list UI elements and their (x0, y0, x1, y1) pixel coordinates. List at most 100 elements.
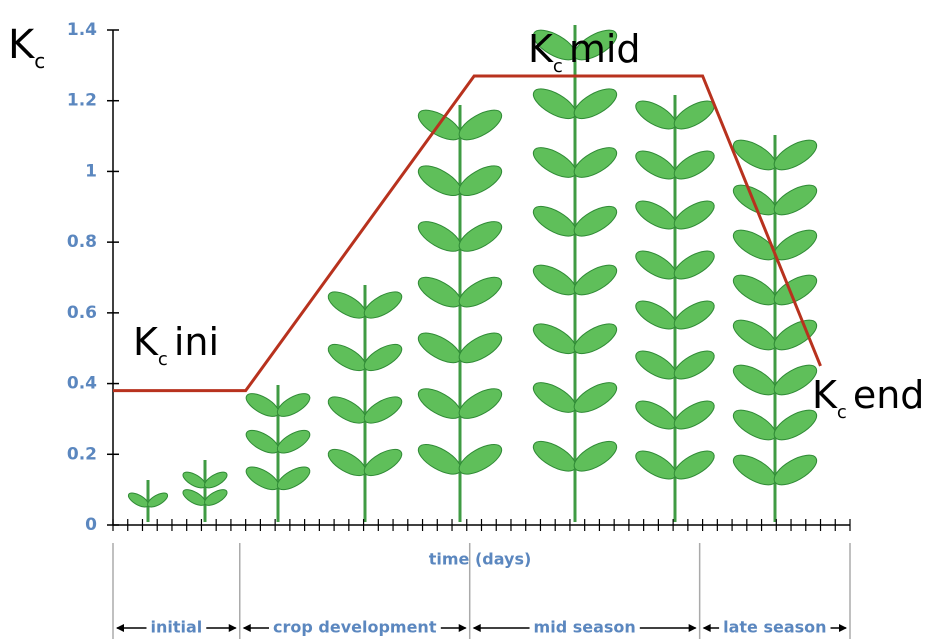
arrow-head (688, 624, 697, 632)
plant-leaf (532, 88, 577, 120)
stage-label: mid season (534, 618, 636, 637)
plant-leaf (635, 200, 677, 230)
y-label-sub: c (34, 49, 45, 73)
plant-leaf (732, 139, 777, 171)
plant-leaf (635, 450, 677, 480)
plant-leaf (635, 150, 677, 180)
arrow-head (228, 624, 237, 632)
plant-leaf (673, 300, 715, 330)
plant-leaf (573, 323, 618, 355)
kc-line (113, 74, 822, 393)
x-axis-label: time (days) (429, 550, 532, 569)
y-label-main: K (8, 22, 36, 68)
plant-leaf (327, 448, 367, 477)
plant-leaf (458, 109, 503, 141)
plant-leaf (573, 264, 618, 296)
plant-leaf (245, 466, 280, 491)
plant-leaf (732, 409, 777, 441)
plant-leaf (573, 440, 618, 472)
plant-leaf (458, 165, 503, 197)
plant-leaf (573, 382, 618, 413)
arrow-head (458, 624, 467, 632)
annotation-suffix: mid (569, 27, 641, 71)
plant-leaf (458, 388, 503, 419)
plant-leaf (635, 300, 677, 330)
plant-leaf (673, 200, 715, 230)
arrow-head (839, 624, 847, 632)
y-tick-label: 0.4 (67, 374, 97, 394)
plant-leaf (673, 100, 715, 130)
kc-annotation: Kc end (812, 373, 924, 423)
stage-label-bg (269, 617, 441, 637)
plant-leaf (417, 276, 462, 308)
plant-leaf (276, 429, 311, 454)
arrow-head (116, 624, 124, 632)
plant-leaf (732, 274, 777, 306)
plant-leaf (732, 454, 777, 486)
plant-leaf (245, 429, 280, 454)
plant-leaf (327, 396, 367, 424)
y-tick-label: 0.6 (67, 303, 97, 323)
plant-leaf (673, 400, 715, 430)
kc-annotation: Kc mid (528, 27, 641, 77)
plant-leaf (532, 205, 577, 237)
plant-illustrations (127, 25, 818, 522)
stage-label: late season (723, 618, 826, 637)
plant-leaf (532, 147, 577, 178)
plant-leaf (458, 276, 503, 308)
annotation-sub: c (837, 402, 847, 423)
annotation-suffix: ini (174, 320, 219, 364)
plant-leaf (773, 184, 818, 216)
plant-leaf (773, 364, 818, 396)
plant-leaf (276, 466, 311, 491)
plant-leaf (732, 319, 777, 351)
plant-leaf (417, 443, 462, 475)
y-tick-label: 0.8 (67, 232, 97, 252)
plant-leaf (327, 343, 367, 372)
stage-label: initial (150, 618, 202, 637)
plant-leaf (673, 150, 715, 180)
plant-leaf (532, 323, 577, 355)
stage-label-bg (529, 617, 640, 637)
plant-leaf (673, 350, 715, 380)
plant-leaf (673, 450, 715, 480)
plant-leaf (245, 393, 280, 417)
plant-leaf (458, 221, 503, 252)
plant-leaf (635, 100, 677, 130)
plant-leaf (673, 250, 715, 280)
plant-leaf (732, 364, 777, 396)
plant-leaf (532, 382, 577, 413)
plant-leaf (532, 264, 577, 296)
y-tick-label: 0.2 (67, 444, 97, 464)
plant-leaf (573, 88, 618, 120)
plant-leaf (147, 492, 169, 508)
plant-leaf (573, 205, 618, 237)
annotation-sub: c (158, 349, 168, 370)
plant-leaf (417, 332, 462, 364)
kc-annotation: Kc ini (133, 320, 219, 370)
plant-leaf (458, 443, 503, 475)
stage-label-bg (146, 617, 207, 637)
plant-leaf (204, 489, 228, 506)
annotation-main: K (528, 27, 554, 71)
plant-leaf (417, 165, 462, 197)
plant-leaf (773, 409, 818, 441)
plant-leaf (635, 350, 677, 380)
y-tick-label: 1.4 (67, 20, 97, 40)
plant-leaf (573, 147, 618, 178)
arrow-head (472, 624, 481, 632)
plant-leaf (417, 221, 462, 252)
plant-leaf (773, 274, 818, 306)
annotation-suffix: end (853, 373, 925, 417)
y-tick-label: 1 (85, 161, 97, 181)
arrow-head (242, 624, 251, 632)
plant-leaf (327, 291, 367, 319)
arrow-head (702, 624, 711, 632)
plant-leaf (773, 454, 818, 486)
plant-leaf (635, 400, 677, 430)
stage-label: crop development (273, 618, 437, 637)
plant-leaf (363, 448, 403, 477)
plant-leaf (363, 396, 403, 424)
plant-leaf (204, 471, 228, 489)
